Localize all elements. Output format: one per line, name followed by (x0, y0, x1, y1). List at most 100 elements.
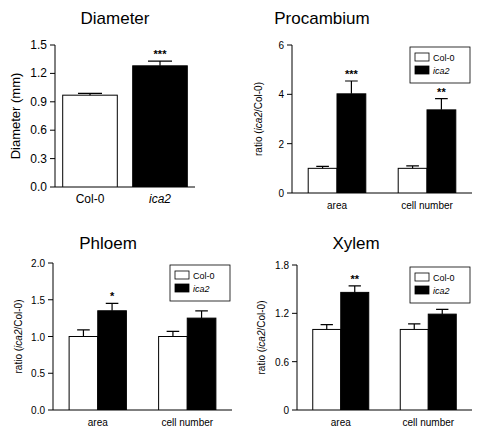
y-tick (50, 158, 55, 159)
significance-label: ** (350, 273, 359, 285)
error-bar (406, 166, 419, 168)
legend-swatch (415, 273, 429, 281)
y-tick (287, 193, 292, 194)
y-tick (292, 265, 297, 266)
error-bar (106, 303, 119, 310)
y-tick-label: 2 (278, 139, 284, 150)
y-axis-label: ratio (ica2/Col-0) (13, 300, 24, 374)
legend-label: ica2 (433, 286, 450, 296)
legend-box (170, 265, 230, 301)
error-bar (435, 99, 448, 110)
error-bar (345, 81, 358, 94)
bar (341, 292, 369, 410)
x-tick-label: area (327, 200, 347, 211)
error-bar (148, 61, 172, 66)
legend-label: Col-0 (193, 271, 215, 281)
y-tick-label: 1.2 (275, 308, 289, 319)
y-tick (50, 130, 55, 131)
y-tick-label: 0.6 (30, 123, 47, 137)
panel: Xylemratio (ica2/Col-0)00.61.21.8**areac… (256, 234, 472, 428)
title: Procambium (274, 9, 369, 28)
y-tick (287, 45, 292, 46)
legend-swatch (175, 284, 189, 292)
y-tick-label: 1.2 (30, 66, 47, 80)
text-part: /Col-0) (253, 82, 264, 112)
y-tick (292, 410, 297, 411)
y-tick-label: 1.5 (31, 295, 45, 306)
error-bar (78, 93, 102, 95)
error-bar (316, 166, 329, 168)
significance-label: *** (345, 68, 359, 80)
legend-label: ica2 (433, 66, 450, 76)
y-tick (50, 101, 55, 102)
y-tick-label: 0.0 (30, 180, 47, 194)
error-bar (195, 311, 208, 318)
y-tick-label: 4 (278, 89, 284, 100)
bar (313, 329, 341, 410)
bar (428, 314, 456, 410)
x-tick-label: ica2 (149, 192, 171, 206)
text-italic: ica2 (253, 112, 264, 131)
y-tick (50, 187, 55, 188)
y-tick-label: 1.0 (31, 332, 45, 343)
error-bar (436, 309, 448, 314)
y-tick-label: 0.0 (31, 405, 45, 416)
y-tick-label: 1.5 (30, 38, 47, 52)
y-tick-label: 0.3 (30, 152, 47, 166)
y-tick-label: 0 (278, 188, 284, 199)
legend-swatch (415, 286, 429, 294)
y-tick-label: 2.0 (31, 258, 45, 269)
significance-label: *** (154, 48, 168, 60)
legend-swatch (415, 53, 429, 61)
legend: Col-0 ica2 (170, 265, 230, 301)
x-tick-label: cell number (161, 417, 213, 428)
y-tick-label: 0.9 (30, 95, 47, 109)
bar (427, 110, 456, 193)
panel: Diameter Diameter (mm) 0.0 0.3 0.6 0.9 1.2 1.5 *… (8, 9, 195, 206)
text-italic: ica2 (13, 329, 24, 348)
error-bar (321, 325, 333, 330)
bars (313, 286, 457, 410)
y-tick (287, 143, 292, 144)
y-tick-label: 1.8 (275, 260, 289, 271)
y-tick (292, 313, 297, 314)
y-axis-label: ratio (ica2/Col-0) (253, 82, 264, 156)
y-tick-label: 0.5 (31, 368, 45, 379)
text-italic: ica2 (256, 330, 267, 349)
legend: Col-0 ica2 (410, 47, 470, 83)
title: Phloem (79, 234, 137, 253)
y-tick-label: 0 (283, 405, 289, 416)
legend-swatch (175, 271, 189, 279)
bar (337, 94, 366, 193)
y-tick (287, 94, 292, 95)
y-tick (48, 336, 53, 337)
significance-label: ** (437, 86, 446, 98)
y-tick (50, 45, 55, 46)
bar (63, 95, 118, 187)
figure: Diameter Diameter (mm) 0.0 0.3 0.6 0.9 1.2 1.5 *… (0, 0, 484, 438)
y-axis-label: Diameter (mm) (8, 73, 23, 160)
title: Diameter (81, 9, 150, 28)
bar (159, 337, 188, 411)
bars (63, 61, 188, 187)
legend-label: ica2 (193, 284, 210, 294)
y-tick (48, 373, 53, 374)
significance-label: * (110, 290, 115, 302)
bar (98, 311, 127, 410)
error-bar (408, 324, 420, 330)
legend-label: Col-0 (433, 273, 455, 283)
bars (69, 303, 216, 410)
error-bar (167, 331, 180, 336)
error-bar (349, 286, 361, 292)
bars (308, 81, 456, 193)
legend: Col-0 ica2 (410, 267, 470, 303)
x-tick-label: cell number (402, 417, 454, 428)
y-tick (48, 263, 53, 264)
y-tick-label: 0.6 (275, 357, 289, 368)
y-tick (50, 73, 55, 74)
text-part: ratio ( (256, 348, 267, 374)
legend-label: Col-0 (433, 53, 455, 63)
bar (187, 318, 216, 410)
x-tick-label: area (331, 417, 351, 428)
y-tick-label: 6 (278, 40, 284, 51)
